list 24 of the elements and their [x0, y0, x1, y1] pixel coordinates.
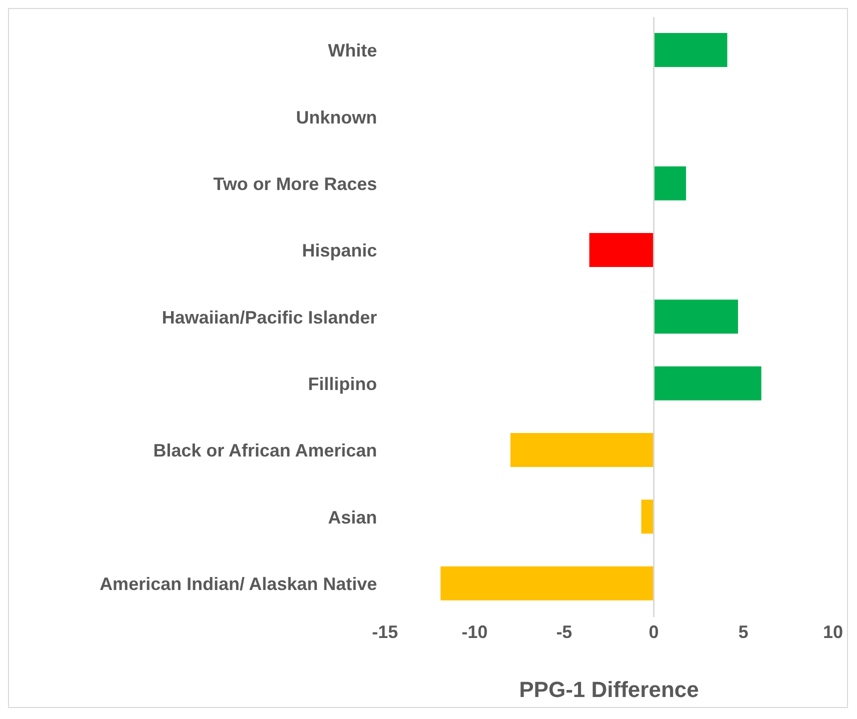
y-tick-label: Asian — [328, 507, 377, 528]
y-tick-label: American Indian/ Alaskan Native — [100, 574, 377, 594]
y-tick-label: Two or More Races — [213, 174, 377, 194]
x-tick-label: 10 — [822, 622, 844, 642]
x-tick-label: -5 — [556, 622, 572, 642]
y-tick-label: Fillipino — [308, 374, 377, 394]
x-tick-label: -10 — [462, 622, 488, 642]
bar — [641, 500, 654, 534]
x-tick-label: 0 — [648, 622, 659, 642]
y-tick-label: Unknown — [296, 107, 377, 128]
bar — [654, 300, 738, 334]
x-tick-label: 5 — [738, 622, 748, 642]
bar — [589, 233, 654, 267]
y-tick-label: Black or African American — [153, 440, 377, 461]
x-axis-title: PPG-1 Difference — [519, 677, 699, 702]
y-tick-label: White — [328, 40, 377, 61]
x-tick-label: -15 — [372, 622, 398, 642]
bar — [654, 366, 762, 400]
bar — [440, 566, 654, 600]
bar — [510, 433, 654, 467]
bar — [654, 33, 728, 67]
y-tick-label: Hawaiian/Pacific Islander — [162, 307, 377, 328]
bar — [654, 166, 686, 200]
y-tick-label: Hispanic — [302, 240, 377, 261]
